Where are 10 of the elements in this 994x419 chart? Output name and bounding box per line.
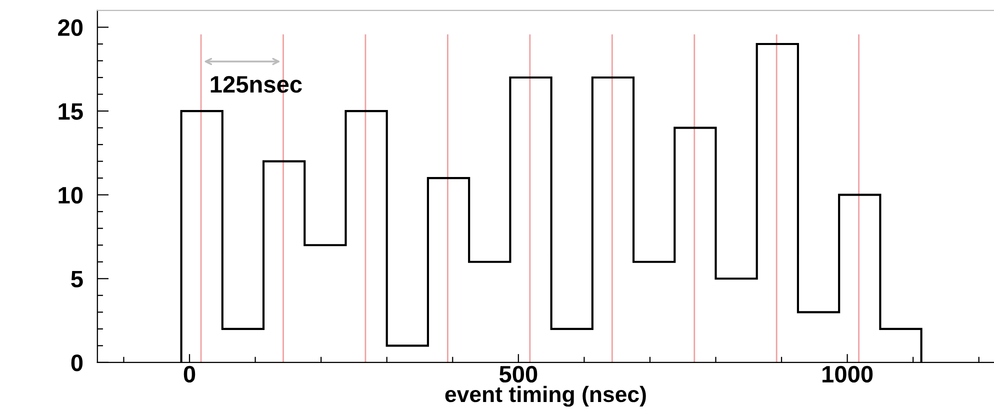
y-tick-label: 20 <box>58 19 83 36</box>
x-tick-label: 500 <box>499 366 538 383</box>
x-axis-title: event timing (nsec) <box>445 386 646 407</box>
y-tick-label: 0 <box>71 354 83 372</box>
x-tick-label: 0 <box>184 366 196 383</box>
y-tick-label: 10 <box>58 186 83 204</box>
x-tick-label: 1000 <box>822 366 873 383</box>
y-tick-label: 5 <box>71 270 83 288</box>
y-tick-label: 15 <box>58 103 83 120</box>
annotation: 125nsec <box>210 76 302 93</box>
